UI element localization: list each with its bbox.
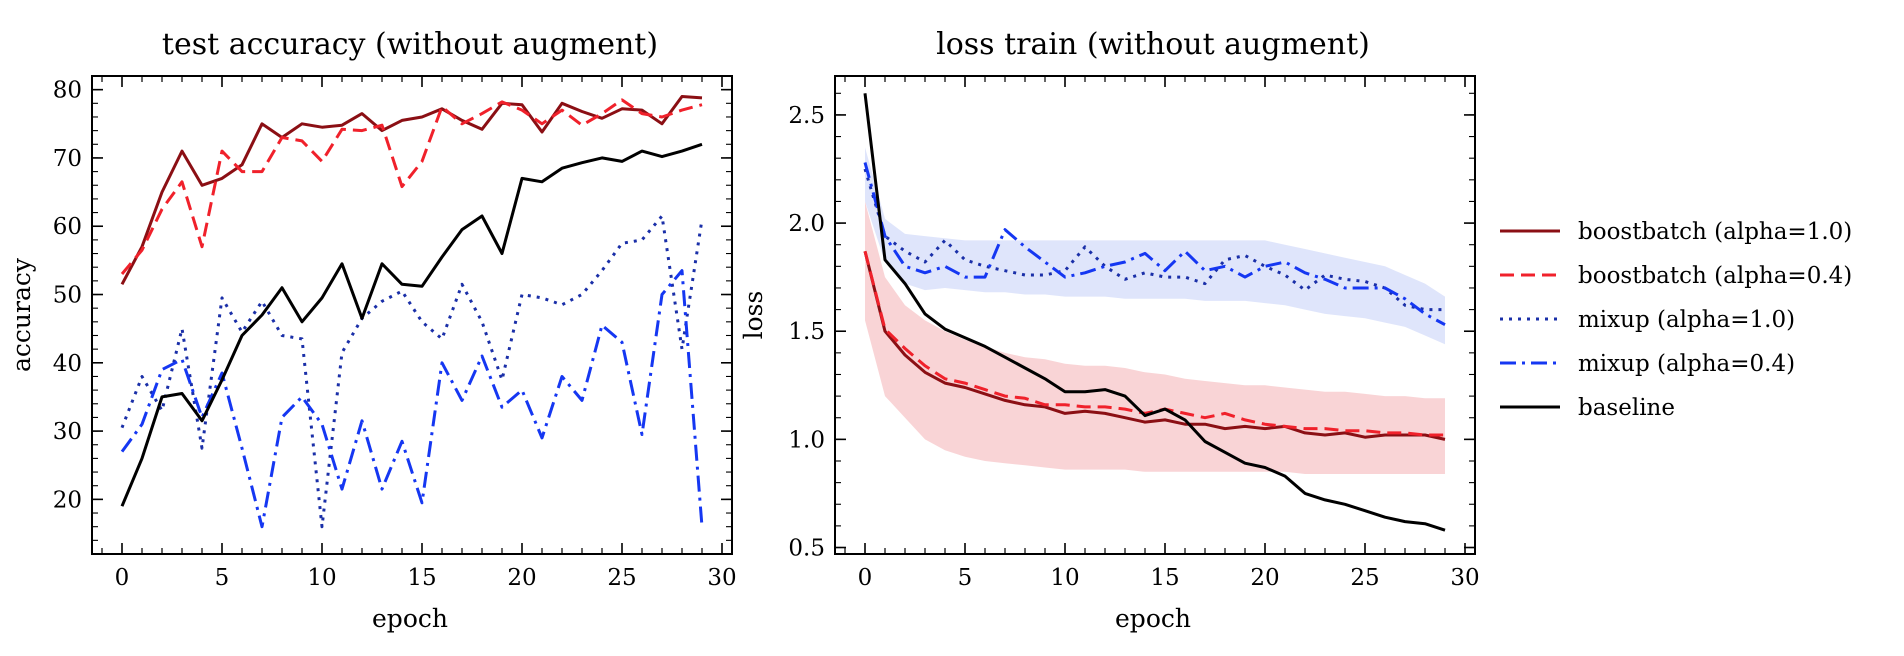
series-line-baseline [120,142,703,507]
legend-label: boostbatch (alpha=1.0) [1578,219,1852,245]
legend-label: boostbatch (alpha=0.4) [1578,263,1852,289]
accuracy-series-lines [120,95,704,529]
y-tick-label: 2.0 [788,211,825,237]
series-line-boostbatch-alpha-0-4- [863,250,1445,437]
series-line-boostbatch-alpha-1-0- [120,95,703,286]
y-tick-label: 1.5 [788,319,825,345]
legend-label: baseline [1578,395,1675,421]
accuracy-chart: test accuracy (without augment) epoch ac… [7,27,737,633]
legend-label: mixup (alpha=1.0) [1578,307,1795,333]
legend: boostbatch (alpha=1.0) boostbatch (alpha=… [1500,219,1852,421]
y-tick-label: 60 [53,214,82,240]
series-line-baseline [863,93,1446,532]
x-tick-label: 15 [407,565,436,591]
loss-bands [865,147,1445,474]
x-tick-label: 20 [1250,565,1279,591]
axes-frame [834,75,1476,555]
loss-series-lines [863,93,1446,532]
y-tick-label: 2.5 [788,103,825,129]
series-line-mixup-alpha-1-0- [120,214,704,529]
y-tick-label: 80 [53,78,82,104]
y-tick-label: 30 [53,419,82,445]
axes-frame [91,75,733,555]
legend-label: mixup (alpha=0.4) [1578,351,1795,377]
series-line-mixup-alpha-0-4- [120,269,704,529]
accuracy-chart-title: test accuracy (without augment) [162,27,658,62]
loss-chart-ylabel: loss [739,291,768,340]
series-line-boostbatch-alpha-1-0- [863,250,1446,441]
y-tick-label: 1.0 [788,427,825,453]
x-tick-label: 30 [707,565,736,591]
x-tick-label: 20 [507,565,536,591]
x-tick-label: 25 [1350,565,1379,591]
y-tick-label: 0.5 [788,536,825,562]
x-tick-label: 25 [607,565,636,591]
loss-axes: 0 5 10 15 20 25 30 0.5 1.0 1.5 2.0 2.5 [788,75,1480,591]
x-tick-label: 5 [958,565,973,591]
x-tick-label: 10 [1050,565,1079,591]
y-tick-label: 20 [53,487,82,513]
y-tick-label: 40 [53,351,82,377]
series-line-boostbatch-alpha-0-4- [120,98,703,275]
x-tick-label: 0 [858,565,873,591]
loss-chart-title: loss train (without augment) [936,27,1370,62]
x-tick-label: 0 [115,565,130,591]
x-tick-label: 15 [1150,565,1179,591]
accuracy-chart-ylabel: accuracy [7,257,36,372]
x-tick-label: 5 [215,565,230,591]
band-mixup [865,147,1445,345]
series-line-mixup-alpha-1-0- [863,168,1445,312]
accuracy-chart-xlabel: epoch [372,604,448,633]
y-tick-label: 70 [53,146,82,172]
accuracy-axes: 0 5 10 15 20 25 30 20 30 40 50 60 70 80 [53,75,737,591]
loss-chart-xlabel: epoch [1115,604,1191,633]
y-tick-label: 50 [53,283,82,309]
x-tick-label: 30 [1450,565,1479,591]
band-boostbatch [865,201,1445,474]
loss-chart: loss train (without augment) epoch loss … [739,27,1480,633]
x-tick-label: 10 [307,565,336,591]
